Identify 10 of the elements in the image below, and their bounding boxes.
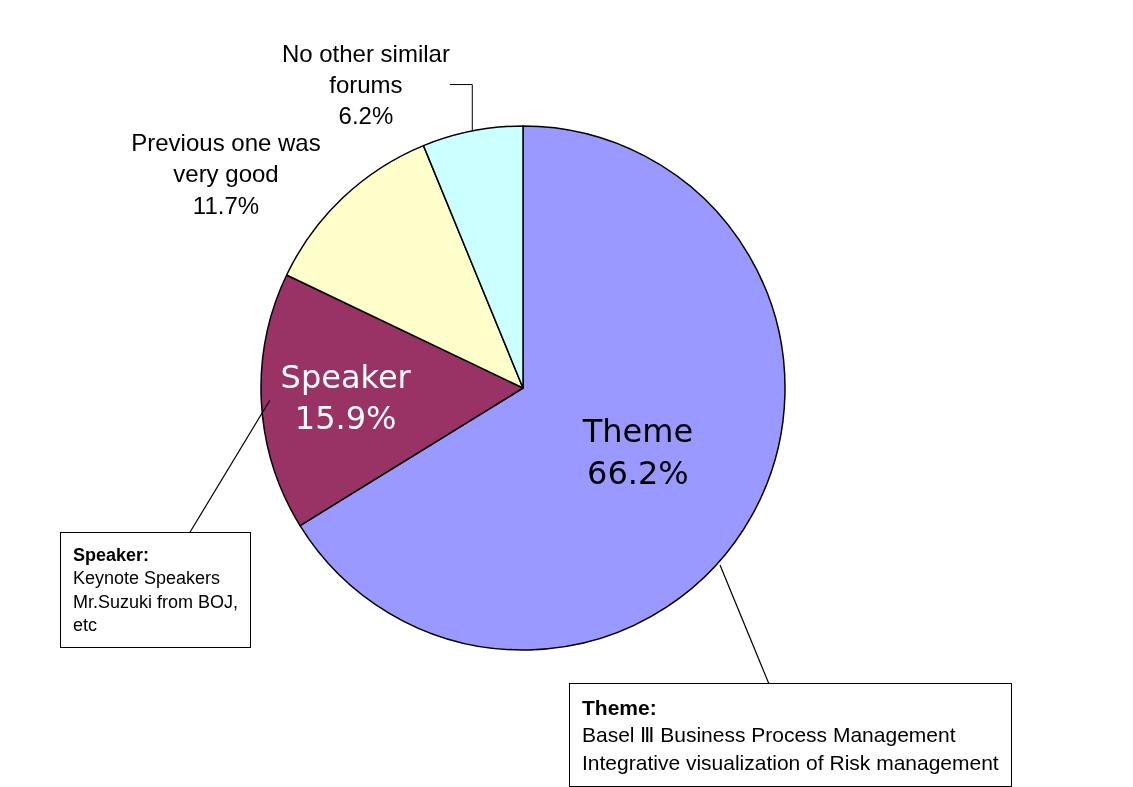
data-label: 11.7%: [192, 191, 260, 219]
slice-label: Theme: [581, 412, 694, 451]
slice-label: Speaker: [280, 357, 412, 396]
data-label: 66.2%: [587, 453, 689, 492]
data-label: 6.2%: [338, 102, 394, 130]
data-label: 15.9%: [294, 399, 397, 438]
text: Speaker: Keynote Speakers Mr.Suzuki from BOJ, etc: [73, 545, 239, 636]
text: Theme: Basel Ⅲ Business Process Management Integrative visualization of Risk management: [582, 696, 999, 774]
slice-label: No other similar forums: [281, 39, 450, 99]
slice-label: Previous one was very good: [131, 129, 321, 188]
